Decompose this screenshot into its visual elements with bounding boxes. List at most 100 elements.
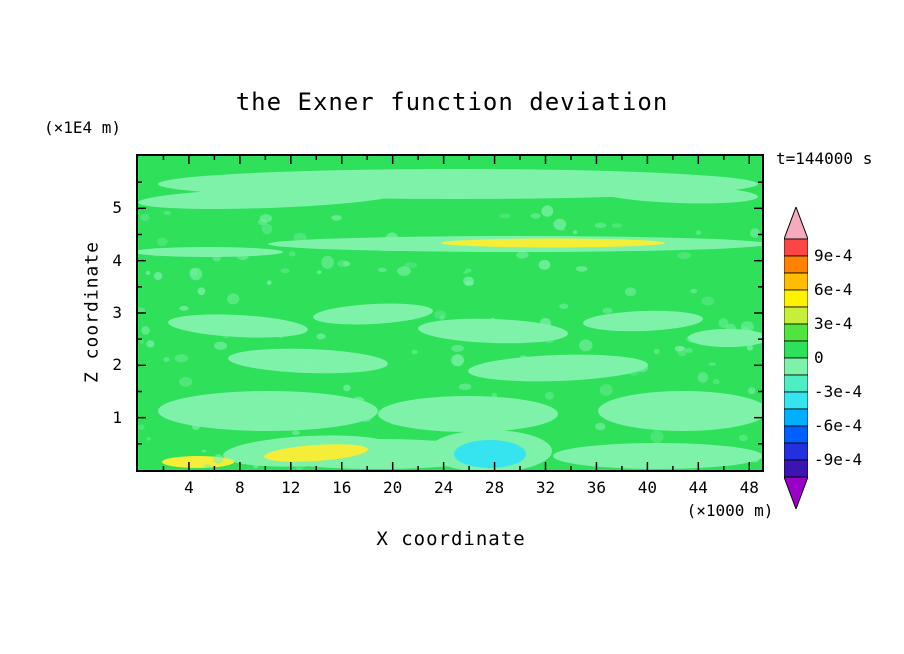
colorbar-segment — [784, 255, 808, 274]
contour-speckle — [695, 230, 702, 235]
contour-speckle — [479, 334, 485, 340]
contour-speckle — [683, 409, 689, 413]
contour-speckle — [179, 305, 189, 311]
contour-speckle — [295, 464, 303, 470]
contour-speckle — [265, 460, 273, 464]
colorbar-segment — [784, 323, 808, 342]
colorbar-segment — [784, 357, 808, 376]
y-tick-label: 1 — [112, 407, 122, 427]
colorbar-segment — [784, 425, 808, 444]
chart-title: the Exner function deviation — [235, 88, 669, 116]
contour-speckle — [516, 251, 529, 259]
colorbar-label: 6e-4 — [814, 280, 853, 299]
contour-speckle — [599, 384, 613, 396]
contour-speckle — [140, 213, 150, 221]
contour-region-light — [313, 303, 433, 325]
contour-speckle — [708, 362, 717, 366]
contour-speckle — [163, 210, 171, 215]
contour-speckle — [489, 317, 496, 322]
contour-speckle — [174, 354, 189, 363]
contour-speckle — [212, 253, 221, 262]
colorbar-label: -6e-4 — [814, 416, 863, 435]
contour-speckle — [491, 392, 497, 398]
colorbar-top-arrow — [784, 207, 808, 240]
contour-speckle — [407, 409, 418, 417]
y-tick-label: 2 — [112, 355, 122, 375]
contour-speckle — [553, 218, 567, 231]
contour-speckle — [712, 378, 720, 385]
contour-speckle — [746, 344, 754, 351]
contour-speckle — [465, 268, 472, 273]
contour-region-yellow — [441, 238, 665, 248]
colorbar-label: -3e-4 — [814, 382, 863, 401]
colorbar — [784, 207, 808, 509]
colorbar-segment — [784, 374, 808, 393]
x-tick-label: 20 — [383, 478, 403, 497]
colorbar-segment — [784, 289, 808, 308]
contour-speckle — [519, 355, 528, 362]
x-tick-label: 32 — [535, 478, 556, 497]
contour-speckle — [282, 419, 288, 423]
contour-speckle — [451, 344, 464, 352]
contour-speckle — [544, 391, 555, 400]
contour-speckle — [452, 408, 460, 417]
contour-region-light — [158, 391, 378, 431]
colorbar-label: 9e-4 — [814, 246, 853, 265]
contour-speckle — [352, 396, 365, 406]
plot-area — [136, 154, 764, 472]
x-tick-label: 28 — [484, 478, 505, 497]
x-axis-unit-label: (×1000 m) — [686, 501, 774, 520]
contour-speckle — [440, 325, 453, 335]
contour-speckle — [251, 395, 264, 404]
x-tick-label: 12 — [281, 478, 301, 497]
contour-speckle — [163, 357, 170, 362]
contour-speckle — [575, 266, 588, 272]
colorbar-label: 0 — [814, 348, 824, 367]
contour-speckle — [521, 370, 526, 374]
heatmap-contours — [138, 156, 762, 470]
colorbar-segment — [784, 340, 808, 359]
contour-speckle — [611, 223, 623, 228]
contour-region-light — [688, 329, 762, 347]
contour-speckle — [189, 267, 203, 281]
contour-speckle — [153, 272, 163, 280]
contour-speckle — [602, 307, 613, 314]
x-tick-label: 8 — [235, 478, 245, 497]
time-label: t=144000 s — [776, 149, 873, 168]
contour-speckle — [214, 341, 227, 350]
colorbar-label: 3e-4 — [814, 314, 853, 333]
contour-speckle — [432, 326, 438, 332]
contour-speckle — [318, 354, 329, 361]
contour-speckle — [218, 315, 226, 321]
contour-speckle — [464, 331, 473, 340]
x-tick-label: 40 — [637, 478, 657, 497]
colorbar-segment — [784, 272, 808, 291]
contour-speckle — [636, 362, 649, 373]
x-tick-label: 44 — [688, 478, 708, 497]
contour-speckle — [221, 330, 231, 339]
contour-speckle — [157, 237, 168, 247]
contour-speckle — [397, 266, 411, 276]
contour-speckle — [321, 255, 334, 269]
contour-region-light — [378, 396, 558, 432]
contour-speckle — [385, 232, 399, 245]
contour-speckle — [342, 261, 351, 267]
contour-speckle — [293, 232, 307, 243]
contour-speckle — [434, 310, 447, 319]
contour-region-light — [168, 314, 308, 338]
contour-region-light — [418, 318, 568, 344]
contour-speckle — [559, 227, 566, 231]
colorbar-segment — [784, 442, 808, 461]
contour-speckle — [411, 349, 419, 355]
contour-speckle — [253, 463, 259, 469]
contour-region-yellow — [264, 444, 368, 462]
colorbar-segment — [784, 238, 808, 257]
contour-speckle — [203, 464, 212, 468]
contour-speckle — [280, 268, 290, 274]
contour-speckle — [359, 354, 366, 359]
x-tick-label: 48 — [739, 478, 759, 497]
contour-speckle — [236, 250, 249, 261]
contour-speckle — [337, 260, 350, 268]
contour-region-light — [598, 391, 762, 431]
